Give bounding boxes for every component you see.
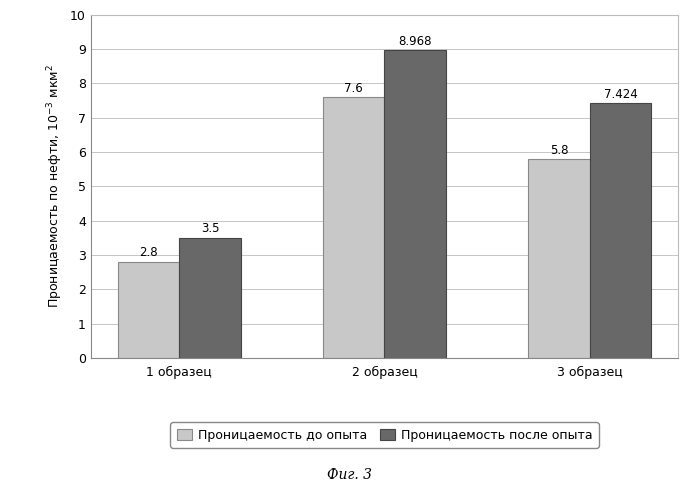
Text: 2.8: 2.8 [139,247,158,259]
Text: 3.5: 3.5 [201,223,219,236]
Bar [590,103,651,358]
Text: Фиг. 3: Фиг. 3 [327,468,372,482]
Text: 8.968: 8.968 [398,35,432,48]
Bar [117,262,179,358]
Bar [384,50,446,358]
Bar [179,238,240,358]
Y-axis label: Проницаемость по нефти, 10$^{-3}$ мкм$^{2}$: Проницаемость по нефти, 10$^{-3}$ мкм$^{… [45,65,64,308]
Text: 7.424: 7.424 [604,88,637,101]
Text: 7.6: 7.6 [345,82,363,95]
Bar [323,97,384,358]
Text: 5.8: 5.8 [549,144,568,157]
Bar [528,159,590,358]
Legend: Проницаемость до опыта, Проницаемость после опыта: Проницаемость до опыта, Проницаемость по… [171,422,598,448]
